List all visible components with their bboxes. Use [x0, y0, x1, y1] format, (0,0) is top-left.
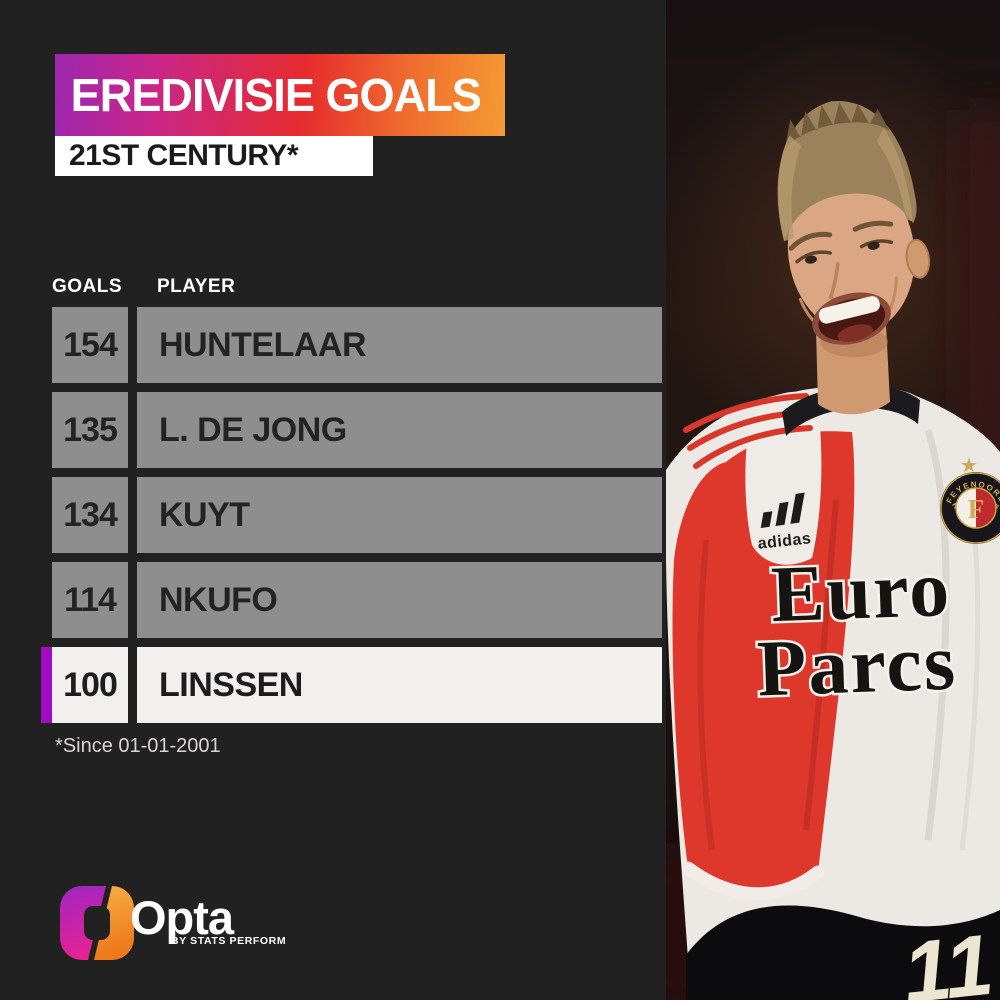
player-name: NKUFO	[137, 562, 662, 638]
player-name: L. DE JONG	[137, 392, 662, 468]
goals-value: 134	[52, 477, 128, 553]
goals-value: 114	[52, 562, 128, 638]
goals-value: 100	[52, 647, 128, 723]
table-row: 134 KUYT	[41, 477, 662, 553]
table-row-highlighted: 100 LINSSEN	[41, 647, 662, 723]
opta-tagline: BY STATS PERFORM	[171, 935, 287, 947]
goals-table: 154 HUNTELAAR 135 L. DE JONG 134 KUYT 11…	[41, 307, 662, 732]
column-header-goals: GOALS	[52, 276, 123, 297]
feyenoord-crest: ★ FEYENOORD ROTTERDAM F	[940, 455, 1000, 544]
player-photo: adidas ★ FEYENOORD ROTTERDAM F	[666, 0, 1000, 1000]
highlight-accent-bar	[41, 647, 52, 723]
crest-letter: F	[968, 494, 985, 524]
row-accent-slot	[41, 562, 52, 638]
row-accent-slot	[41, 392, 52, 468]
player-name: KUYT	[137, 477, 662, 553]
feyenoord-shirt: adidas ★ FEYENOORD ROTTERDAM F	[666, 385, 1000, 1000]
page-title: EREDIVISIE GOALS	[70, 69, 482, 121]
sponsor-line-1: Euro	[770, 545, 953, 639]
row-accent-slot	[41, 307, 52, 383]
adidas-logo: adidas	[757, 492, 812, 553]
player-head	[777, 101, 931, 415]
footnote: *Since 01-01-2001	[55, 735, 221, 757]
goals-value: 154	[52, 307, 128, 383]
sponsor-line-2: Parcs	[756, 619, 959, 714]
title-banner: EREDIVISIE GOALS	[55, 54, 505, 136]
table-row: 114 NKUFO	[41, 562, 662, 638]
player-shorts: 11	[686, 905, 1000, 1000]
table-row: 135 L. DE JONG	[41, 392, 662, 468]
table-row: 154 HUNTELAAR	[41, 307, 662, 383]
opta-wordmark: Opta	[130, 891, 234, 944]
subtitle-banner: 21ST CENTURY*	[55, 136, 373, 176]
goals-value: 135	[52, 392, 128, 468]
row-accent-slot	[41, 477, 52, 553]
crest-star-icon: ★	[960, 455, 978, 477]
page-subtitle: 21ST CENTURY*	[69, 139, 299, 172]
adidas-wordmark: adidas	[757, 530, 812, 553]
column-header-player: PLAYER	[157, 276, 236, 297]
player-name: HUNTELAAR	[137, 307, 662, 383]
shirt-sponsor: Euro Parcs	[753, 542, 961, 716]
opta-logo-icon	[60, 886, 134, 960]
shorts-number: 11	[899, 917, 998, 1000]
player-name: LINSSEN	[137, 647, 662, 723]
